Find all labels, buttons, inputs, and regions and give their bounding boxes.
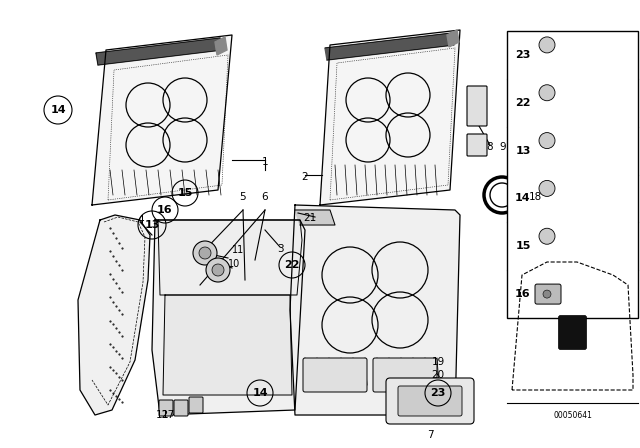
Text: 3: 3 — [276, 244, 284, 254]
Polygon shape — [92, 35, 232, 205]
Text: 15: 15 — [177, 188, 193, 198]
Circle shape — [539, 181, 555, 196]
FancyBboxPatch shape — [174, 400, 188, 416]
Circle shape — [539, 37, 555, 53]
Text: 22: 22 — [515, 98, 531, 108]
Text: 23: 23 — [515, 50, 531, 60]
FancyBboxPatch shape — [559, 315, 586, 349]
Polygon shape — [78, 215, 150, 415]
Bar — [507, 31, 638, 318]
Polygon shape — [163, 295, 292, 395]
FancyBboxPatch shape — [535, 284, 561, 304]
FancyBboxPatch shape — [159, 400, 173, 416]
FancyBboxPatch shape — [467, 86, 487, 126]
Circle shape — [539, 85, 555, 101]
Polygon shape — [295, 210, 335, 225]
FancyBboxPatch shape — [398, 386, 462, 416]
Text: 4: 4 — [138, 215, 144, 225]
Polygon shape — [152, 220, 305, 415]
Text: 8: 8 — [486, 142, 493, 152]
Circle shape — [212, 264, 224, 276]
FancyBboxPatch shape — [303, 358, 367, 392]
Text: 6: 6 — [262, 192, 268, 202]
Text: 16: 16 — [157, 205, 173, 215]
Text: 10: 10 — [228, 259, 240, 269]
Text: 21: 21 — [303, 213, 317, 223]
Text: 5: 5 — [240, 192, 246, 202]
Circle shape — [539, 228, 555, 244]
Text: 13: 13 — [515, 146, 531, 155]
FancyBboxPatch shape — [467, 134, 487, 156]
Text: 15: 15 — [515, 241, 531, 251]
Text: 2: 2 — [301, 172, 308, 182]
Circle shape — [543, 290, 551, 298]
Polygon shape — [96, 38, 222, 65]
Circle shape — [193, 241, 217, 265]
Text: 11: 11 — [232, 245, 244, 255]
Text: 14: 14 — [50, 105, 66, 115]
Text: 19: 19 — [431, 357, 445, 367]
Circle shape — [206, 258, 230, 282]
FancyBboxPatch shape — [189, 397, 203, 413]
Text: 13: 13 — [144, 220, 160, 230]
Polygon shape — [447, 30, 459, 47]
Text: 20: 20 — [431, 370, 445, 380]
Text: 22: 22 — [284, 260, 300, 270]
Text: 23: 23 — [430, 388, 445, 398]
Polygon shape — [290, 205, 460, 415]
Polygon shape — [158, 220, 302, 295]
FancyBboxPatch shape — [373, 358, 437, 392]
Text: 7: 7 — [427, 430, 433, 440]
FancyBboxPatch shape — [386, 378, 474, 424]
Text: 16: 16 — [515, 289, 531, 299]
Text: 17: 17 — [162, 410, 175, 420]
Text: 1: 1 — [262, 157, 268, 167]
Text: 12: 12 — [156, 410, 168, 420]
Text: 18: 18 — [529, 192, 541, 202]
Polygon shape — [320, 30, 460, 205]
Text: 9: 9 — [500, 142, 506, 152]
Text: 14: 14 — [252, 388, 268, 398]
Text: 14: 14 — [515, 194, 531, 203]
Polygon shape — [215, 37, 227, 55]
Polygon shape — [325, 33, 454, 60]
Circle shape — [199, 247, 211, 259]
Text: 00050641: 00050641 — [553, 410, 592, 419]
Circle shape — [539, 133, 555, 149]
